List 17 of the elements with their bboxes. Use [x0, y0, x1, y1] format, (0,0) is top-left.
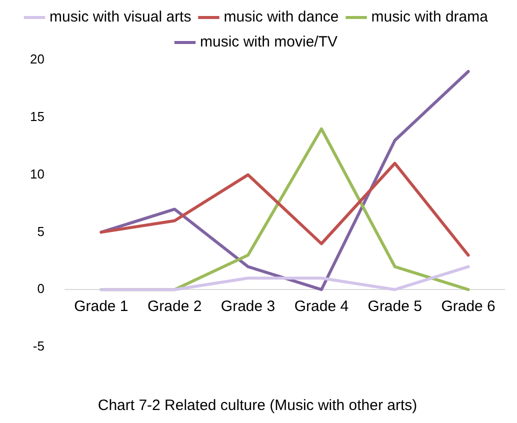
- y-tick-label: 20: [30, 52, 44, 67]
- x-tick-label: Grade 6: [441, 298, 496, 316]
- x-tick-label: Grade 3: [220, 298, 276, 316]
- legend-label: music with movie/TV: [200, 34, 338, 51]
- legend-label: music with dance: [224, 8, 339, 26]
- y-tick-label: -5: [32, 338, 44, 354]
- y-tick-label: 15: [30, 108, 44, 124]
- y-tick-label: 5: [37, 224, 44, 239]
- x-tick-label: Grade 5: [368, 298, 422, 316]
- y-tick-label: 10: [30, 166, 44, 182]
- legend-label: music with drama: [371, 8, 489, 26]
- y-tick-label: 0: [37, 281, 44, 296]
- x-tick-label: Grade 1: [74, 298, 128, 316]
- text: Chart 7-2 Related culture (Music with other arts): [98, 397, 418, 414]
- x-tick-label: Grade 2: [147, 298, 202, 316]
- legend-label: music with visual arts: [50, 8, 192, 26]
- x-tick-label: Grade 4: [294, 298, 349, 316]
